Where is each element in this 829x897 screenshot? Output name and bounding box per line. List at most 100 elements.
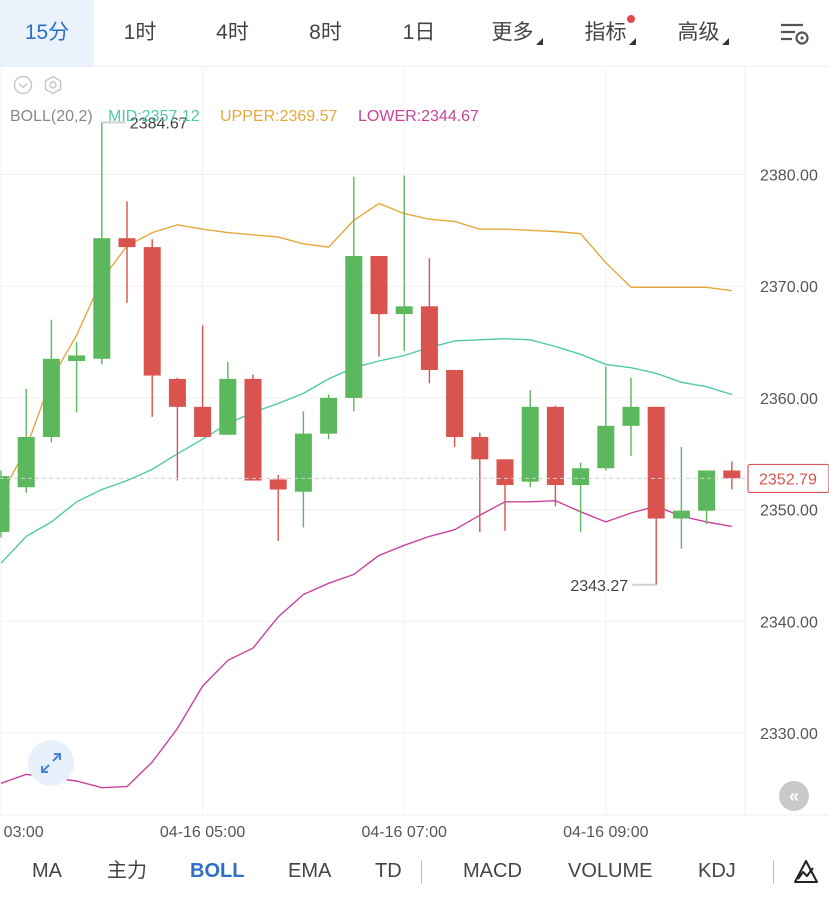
- candle: [395, 175, 413, 351]
- dropdown-triangle-icon: [629, 38, 636, 45]
- collapse-legend-icon[interactable]: [13, 75, 33, 95]
- boll-bands: [0, 202, 733, 789]
- notification-dot-icon: [627, 15, 635, 23]
- candles: [0, 122, 741, 585]
- candle-body: [320, 397, 338, 434]
- indicator-tab-ema[interactable]: EMA: [288, 846, 331, 897]
- period-tab-bar: 15分 1时 4时 8时 1日 更多 指标 高级: [0, 0, 829, 67]
- dropdown-triangle-icon: [722, 38, 729, 45]
- boll-legend-mid: MID:2357.12: [108, 108, 200, 125]
- chart-settings-icon[interactable]: [778, 19, 810, 49]
- tab-15m[interactable]: 15分: [0, 0, 94, 66]
- candle: [244, 374, 262, 481]
- tab-label: 1日: [402, 21, 436, 44]
- boll-upper-line: [0, 202, 732, 497]
- candle-body: [672, 510, 690, 519]
- scroll-to-latest-button[interactable]: «: [779, 781, 809, 811]
- indicator-tab-ma[interactable]: MA: [32, 846, 62, 897]
- candle-body: [723, 470, 741, 479]
- indicator-tab-main-force[interactable]: 主力: [107, 846, 147, 897]
- tab-divider: [421, 860, 422, 884]
- y-tick-label: 2360.00: [760, 391, 818, 408]
- last-price-label: 2352.79: [759, 471, 817, 488]
- candle: [546, 405, 564, 507]
- boll-legend-lower: LOWER:2344.67: [358, 108, 479, 125]
- candle: [572, 462, 590, 532]
- tab-label: 高级: [677, 21, 720, 44]
- candle-body: [546, 406, 564, 486]
- indicator-label: KDJ: [698, 860, 736, 882]
- tab-advanced[interactable]: 高级: [652, 0, 745, 66]
- candle-body: [446, 369, 464, 437]
- drawing-tool-icon[interactable]: [792, 858, 820, 886]
- candle-body: [269, 479, 287, 490]
- tab-more[interactable]: 更多: [466, 0, 559, 66]
- candle: [420, 258, 438, 384]
- x-tick-label: 04-16 05:00: [160, 824, 246, 841]
- candle-body: [622, 406, 640, 426]
- tab-1d[interactable]: 1日: [372, 0, 466, 66]
- x-tick-label: 04-16 03:00: [0, 824, 44, 841]
- indicator-tab-td[interactable]: TD: [375, 846, 402, 897]
- candle: [118, 201, 136, 303]
- candle-body: [395, 306, 413, 315]
- x-tick-label: 04-16 07:00: [361, 824, 447, 841]
- tab-8h[interactable]: 8时: [279, 0, 372, 66]
- indicator-tab-volume[interactable]: VOLUME: [568, 846, 652, 897]
- candle-body: [0, 476, 10, 532]
- candle-body: [93, 238, 111, 359]
- candle: [294, 411, 312, 528]
- y-tick-label: 2350.00: [760, 503, 818, 520]
- candle: [521, 390, 539, 488]
- indicator-tab-boll[interactable]: BOLL: [190, 846, 244, 897]
- candle: [269, 474, 287, 541]
- candle: [219, 362, 237, 435]
- candle-body: [68, 355, 86, 362]
- tab-label: 4时: [216, 21, 249, 44]
- boll-legend-name: BOLL(20,2): [10, 108, 93, 125]
- indicator-label: 主力: [107, 860, 147, 882]
- chart-annotations: 2352.79 2384.67 2343.27: [0, 115, 829, 595]
- x-tick-label: 04-16 09:00: [563, 824, 649, 841]
- candle-body: [420, 306, 438, 370]
- double-chevron-left-icon: «: [788, 786, 799, 806]
- indicator-settings-icon[interactable]: [43, 75, 63, 95]
- min-price-label: 2343.27: [570, 578, 628, 595]
- chart-grid: [0, 66, 745, 815]
- indicator-tab-bar: MA 主力 BOLL EMA TD MACD VOLUME KDJ: [0, 846, 829, 897]
- indicator-label: VOLUME: [568, 860, 653, 882]
- boll-mid-line: [0, 337, 733, 564]
- indicator-label: TD: [375, 860, 402, 882]
- price-axis: 2380.00 2370.00 2360.00 2350.00 2340.00 2330.…: [760, 168, 818, 744]
- candlestick-chart[interactable]: 2380.00 2370.00 2360.00 2350.00 2340.00 2330.…: [0, 66, 829, 846]
- candle-body: [698, 470, 716, 511]
- expand-icon: [41, 753, 61, 773]
- indicator-tab-kdj[interactable]: KDJ: [698, 846, 736, 897]
- tab-indicators[interactable]: 指标: [559, 0, 652, 66]
- candle: [698, 470, 716, 525]
- candle: [723, 461, 741, 490]
- max-price-label: 2384.67: [130, 115, 188, 132]
- candle-body: [168, 378, 186, 407]
- y-tick-label: 2330.00: [760, 726, 818, 743]
- indicator-tab-macd[interactable]: MACD: [463, 846, 522, 897]
- candle: [496, 459, 514, 531]
- candle: [446, 369, 464, 448]
- tab-label: 1时: [123, 21, 157, 44]
- fullscreen-button[interactable]: [28, 740, 74, 786]
- indicator-label: EMA: [288, 860, 332, 882]
- candle-body: [42, 358, 60, 437]
- candle-body: [143, 247, 161, 376]
- candle-body: [572, 468, 590, 486]
- candle: [143, 239, 161, 417]
- candle: [622, 377, 640, 456]
- candle: [17, 388, 35, 493]
- candle-body: [244, 378, 262, 481]
- candle: [345, 176, 363, 412]
- candle: [672, 447, 690, 549]
- indicator-label: MA: [32, 860, 62, 882]
- candle: [471, 432, 489, 532]
- tab-1h[interactable]: 1时: [94, 0, 186, 66]
- y-tick-label: 2380.00: [760, 168, 818, 185]
- tab-4h[interactable]: 4时: [186, 0, 279, 66]
